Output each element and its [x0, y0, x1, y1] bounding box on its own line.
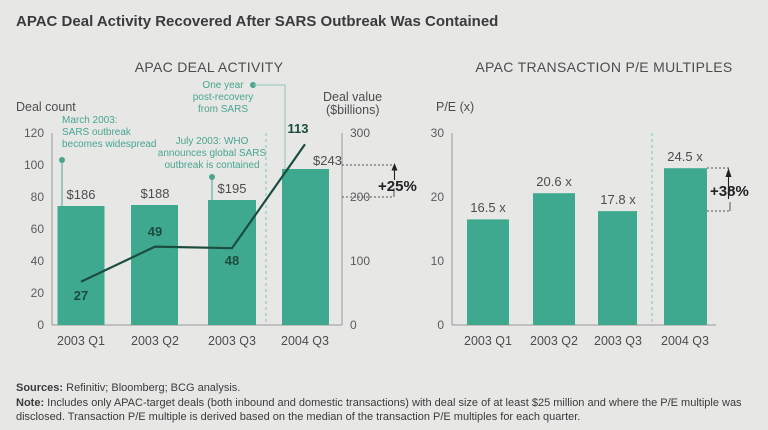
svg-text:2003 Q1: 2003 Q1: [57, 334, 105, 348]
svg-text:30: 30: [431, 126, 445, 140]
svg-text:post-recovery: post-recovery: [193, 92, 254, 103]
svg-text:$188: $188: [141, 186, 170, 201]
svg-text:10: 10: [431, 254, 445, 268]
svg-text:0: 0: [350, 318, 357, 332]
svg-text:One year: One year: [202, 80, 244, 91]
svg-text:P/E (x): P/E (x): [436, 100, 474, 114]
svg-text:($billions): ($billions): [326, 103, 380, 117]
svg-text:24.5 x: 24.5 x: [667, 149, 703, 164]
svg-text:2003 Q1: 2003 Q1: [464, 334, 512, 348]
svg-text:2004 Q3: 2004 Q3: [661, 334, 709, 348]
svg-text:40: 40: [31, 254, 45, 268]
svg-text:20: 20: [31, 286, 45, 300]
svg-text:48: 48: [225, 253, 239, 268]
svg-text:17.8 x: 17.8 x: [600, 192, 636, 207]
svg-text:$243: $243: [313, 153, 342, 168]
svg-text:113: 113: [288, 121, 309, 136]
svg-text:300: 300: [350, 126, 370, 140]
svg-text:100: 100: [350, 254, 370, 268]
svg-text:2004 Q3: 2004 Q3: [281, 334, 329, 348]
svg-text:Deal value: Deal value: [323, 90, 382, 104]
svg-text:from SARS: from SARS: [198, 104, 248, 115]
svg-text:20: 20: [431, 190, 445, 204]
svg-text:2003 Q2: 2003 Q2: [530, 334, 578, 348]
svg-text:$195: $195: [218, 181, 247, 196]
svg-text:March 2003:: March 2003:: [62, 115, 118, 126]
svg-text:outbreak is contained: outbreak is contained: [164, 160, 259, 171]
svg-text:+25%: +25%: [378, 178, 417, 195]
svg-text:+38%: +38%: [710, 183, 749, 200]
svg-text:49: 49: [148, 224, 162, 239]
svg-text:Deal count: Deal count: [16, 100, 76, 114]
svg-text:0: 0: [437, 318, 444, 332]
svg-text:80: 80: [31, 190, 45, 204]
svg-text:$186: $186: [67, 187, 96, 202]
svg-text:July 2003: WHO: July 2003: WHO: [176, 136, 249, 147]
svg-text:2003 Q3: 2003 Q3: [208, 334, 256, 348]
svg-text:SARS outbreak: SARS outbreak: [62, 127, 132, 138]
svg-text:100: 100: [24, 158, 44, 172]
svg-text:becomes widespread: becomes widespread: [62, 139, 157, 150]
svg-text:120: 120: [24, 126, 44, 140]
svg-text:announces global SARS: announces global SARS: [158, 148, 267, 159]
svg-text:27: 27: [74, 288, 88, 303]
svg-text:0: 0: [37, 318, 44, 332]
svg-text:20.6 x: 20.6 x: [536, 174, 572, 189]
svg-text:2003 Q2: 2003 Q2: [131, 334, 179, 348]
svg-text:60: 60: [31, 222, 45, 236]
svg-text:16.5 x: 16.5 x: [470, 200, 506, 215]
svg-text:2003 Q3: 2003 Q3: [594, 334, 642, 348]
